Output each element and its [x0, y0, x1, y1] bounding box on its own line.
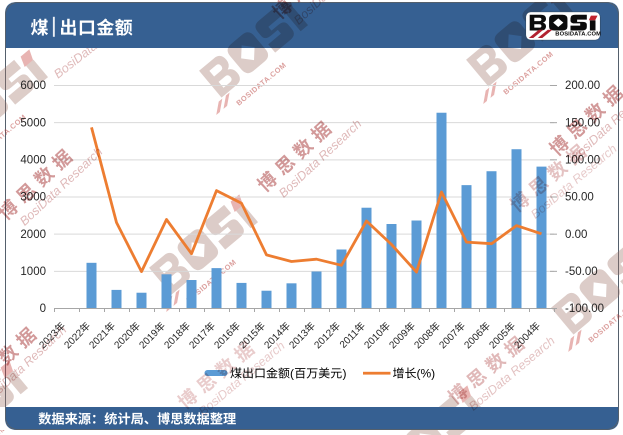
svg-text:6000: 6000 — [20, 80, 46, 92]
svg-text:4000: 4000 — [20, 155, 46, 167]
svg-text:(: ( — [290, 367, 294, 381]
svg-text:0: 0 — [40, 303, 46, 315]
svg-text:0.00: 0.00 — [565, 229, 587, 241]
svg-text:-50.00: -50.00 — [565, 266, 598, 278]
svg-text:150.00: 150.00 — [565, 117, 600, 129]
svg-text:200.00: 200.00 — [565, 80, 600, 92]
svg-text:): ) — [343, 367, 347, 381]
svg-text:5000: 5000 — [20, 117, 46, 129]
svg-text:-100.00: -100.00 — [565, 303, 604, 315]
svg-text:2000: 2000 — [20, 229, 46, 241]
svg-text:BOSIDATA.COM: BOSIDATA.COM — [555, 32, 601, 38]
svg-text:50.00: 50.00 — [565, 192, 594, 204]
svg-text:1000: 1000 — [20, 266, 46, 278]
svg-text:(%): (%) — [417, 367, 436, 381]
